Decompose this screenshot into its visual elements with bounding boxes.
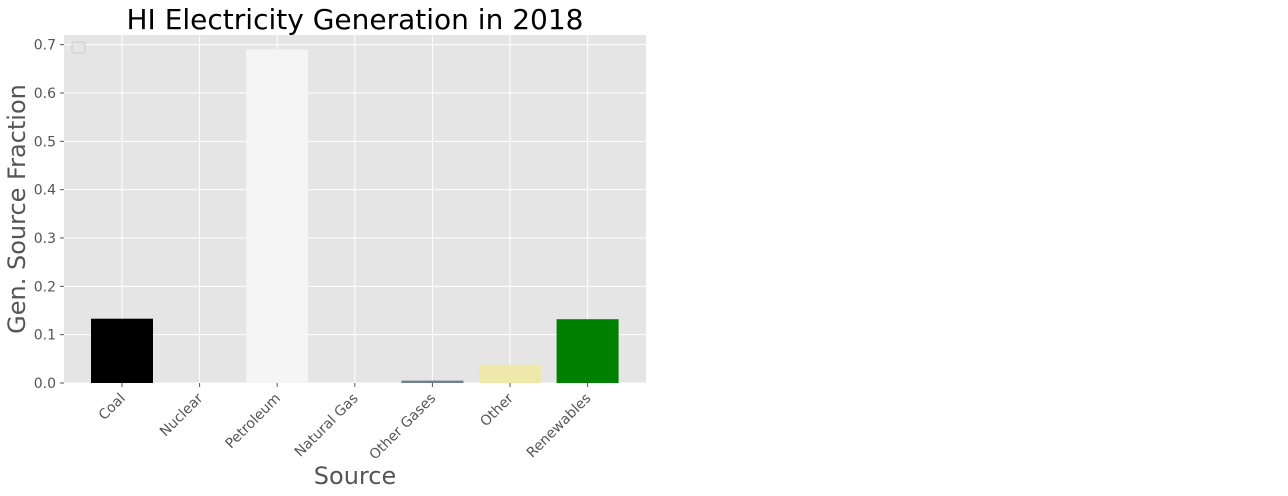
x-tick-label: Petroleum	[222, 391, 284, 453]
bar-petroleum	[246, 49, 309, 383]
y-axis: 0.0 0.1 0.2 0.3 0.4 0.5 0.6 0.7	[34, 38, 64, 392]
y-tick-label: 0.2	[34, 279, 56, 295]
y-tick-label: 0.1	[34, 328, 56, 344]
x-tick-label: Renewables	[524, 391, 595, 462]
x-tick-label: Natural Gas	[292, 391, 362, 461]
bars	[91, 49, 619, 383]
x-tick-label: Other	[477, 390, 517, 430]
y-tick-label: 0.0	[34, 376, 56, 392]
x-tick-label: Coal	[96, 391, 129, 424]
y-tick-label: 0.7	[34, 38, 56, 54]
x-tick-label: Other Gases	[367, 391, 440, 464]
bar-renewables	[556, 319, 619, 383]
x-tick-label: Nuclear	[157, 390, 207, 440]
y-tick-label: 0.6	[34, 86, 56, 102]
x-axis: Coal Nuclear Petroleum Natural Gas Other Gas…	[96, 383, 595, 464]
x-axis-label: Source	[314, 462, 396, 490]
chart-title: HI Electricity Generation in 2018	[127, 3, 584, 36]
y-tick-label: 0.3	[34, 231, 56, 247]
bar-other-gases	[401, 380, 464, 383]
y-tick-label: 0.5	[34, 134, 56, 150]
legend-box	[71, 41, 86, 54]
y-tick-label: 0.4	[34, 183, 56, 199]
bar-other	[479, 364, 541, 383]
y-axis-label: Gen. Source Fraction	[3, 84, 31, 334]
bar-coal	[91, 318, 153, 383]
